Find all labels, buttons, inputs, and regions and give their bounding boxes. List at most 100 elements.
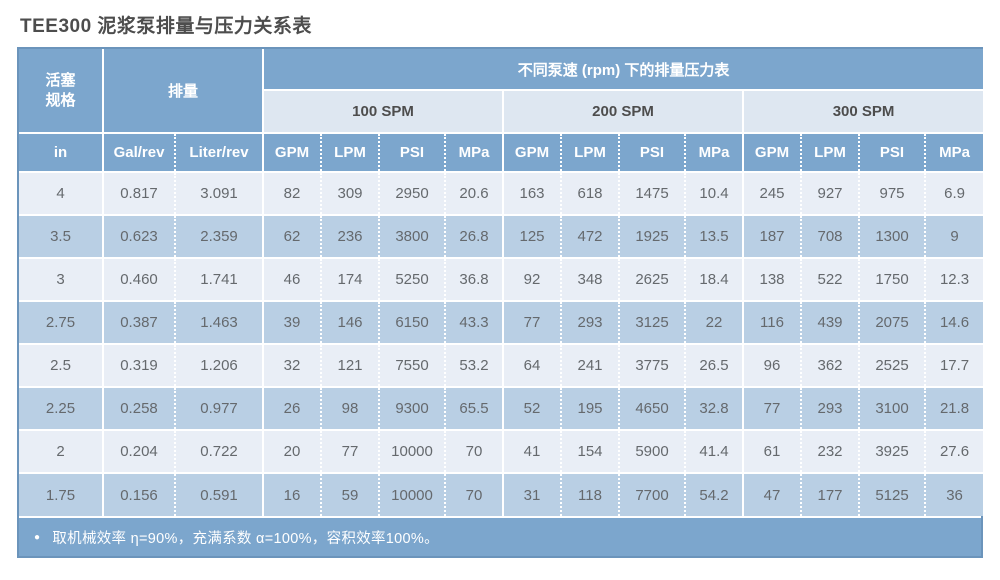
unit-header-gal-rev: Gal/rev [102,132,175,172]
table-cell: 118 [560,472,620,516]
table-cell: 39 [262,300,322,344]
table-cell: 41.4 [684,429,744,473]
col-header-piston-spec: 活塞 规格 [19,49,103,133]
table-cell: 46 [262,257,322,301]
table-cell: 31 [502,472,562,516]
table-cell: 17.7 [924,343,984,387]
col-header-speed-table: 不同泵速 (rpm) 下的排量压力表 [262,49,984,90]
table-row: 1.75 0.156 0.591 16 59 10000 70 31 118 7700 54.2 47… [19,472,984,516]
table-cell: 1.206 [173,343,264,387]
table-cell: 10.4 [684,171,744,215]
col-header-100-spm: 100 SPM [262,89,504,133]
table-cell: 9 [924,214,984,258]
table-cell: 70 [444,472,504,516]
table-cell: 1.463 [173,300,264,344]
table-cell: 7700 [618,472,686,516]
page-title: TEE300 泥浆泵排量与压力关系表 [20,16,312,37]
footnote-text: 取机械效率 η=90%，充满系数 α=100%，容积效率100%。 [52,530,439,547]
col-header-300-spm: 300 SPM [742,89,984,133]
table-cell: 77 [320,429,380,473]
table-cell: 20.6 [444,171,504,215]
table-cell: 0.204 [102,429,175,473]
table-cell: 293 [800,386,860,430]
table-cell: 2525 [858,343,926,387]
col-header-200-spm: 200 SPM [502,89,744,133]
table-cell: 96 [742,343,802,387]
table-cell: 0.156 [102,472,175,516]
table-cell: 9300 [378,386,446,430]
table-cell: 472 [560,214,620,258]
footnote: ● 取机械效率 η=90%，充满系数 α=100%，容积效率100%。 [19,516,981,556]
table-cell: 0.722 [173,429,264,473]
col-header-displacement: 排量 [101,49,264,133]
table-cell: 5900 [618,429,686,473]
table-cell: 3.5 [19,214,103,258]
table-cell: 7550 [378,343,446,387]
table-cell: 154 [560,429,620,473]
table-row: 2.5 0.319 1.206 32 121 7550 53.2 64 241 3775 26.5 9… [19,343,984,387]
table-cell: 138 [742,257,802,301]
table-cell: 5250 [378,257,446,301]
table-cell: 3125 [618,300,686,344]
table-cell: 6150 [378,300,446,344]
table-cell: 65.5 [444,386,504,430]
table-cell: 2625 [618,257,686,301]
bullet-icon: ● [34,531,41,543]
table-cell: 2.75 [19,300,103,344]
table-cell: 77 [502,300,562,344]
table-cell: 10000 [378,472,446,516]
table-cell: 439 [800,300,860,344]
table-cell: 77 [742,386,802,430]
table-cell: 0.977 [173,386,264,430]
table-cell: 13.5 [684,214,744,258]
unit-header-psi: PSI [858,132,926,172]
table-cell: 41 [502,429,562,473]
table-cell: 16 [262,472,322,516]
unit-header-lpm: LPM [320,132,380,172]
table-cell: 43.3 [444,300,504,344]
table-cell: 18.4 [684,257,744,301]
unit-header-liter-rev: Liter/rev [173,132,264,172]
table-cell: 22 [684,300,744,344]
header-row-top: 活塞 规格 排量 不同泵速 (rpm) 下的排量压力表 [19,49,984,133]
table-cell: 4650 [618,386,686,430]
table-cell: 0.591 [173,472,264,516]
unit-header-lpm: LPM [800,132,860,172]
table-cell: 618 [560,171,620,215]
table-cell: 92 [502,257,562,301]
table-cell: 82 [262,171,322,215]
table-cell: 27.6 [924,429,984,473]
table-body: 4 0.817 3.091 82 309 2950 20.6 163 618 1475 10.4 24… [19,171,984,516]
unit-header-in: in [19,132,103,172]
table-cell: 1925 [618,214,686,258]
table-cell: 195 [560,386,620,430]
table-cell: 146 [320,300,380,344]
table-cell: 708 [800,214,860,258]
unit-header-gpm: GPM [262,132,322,172]
table-cell: 348 [560,257,620,301]
table-row: 2.25 0.258 0.977 26 98 9300 65.5 52 195 4650 32.8 7… [19,386,984,430]
table-cell: 62 [262,214,322,258]
table-cell: 125 [502,214,562,258]
table-cell: 1300 [858,214,926,258]
table-cell: 52 [502,386,562,430]
table-cell: 293 [560,300,620,344]
table-cell: 975 [858,171,926,215]
table-cell: 3775 [618,343,686,387]
table-cell: 53.2 [444,343,504,387]
table-cell: 64 [502,343,562,387]
table-cell: 522 [800,257,860,301]
table-cell: 5125 [858,472,926,516]
table-cell: 309 [320,171,380,215]
unit-header-gpm: GPM [742,132,802,172]
table-cell: 116 [742,300,802,344]
table-cell: 2950 [378,171,446,215]
table-cell: 26.8 [444,214,504,258]
table-cell: 47 [742,472,802,516]
table-row: 2 0.204 0.722 20 77 10000 70 41 154 5900 41.4 61 232… [19,429,984,473]
table-cell: 21.8 [924,386,984,430]
table-cell: 3100 [858,386,926,430]
table-cell: 36.8 [444,257,504,301]
table-cell: 3 [19,257,103,301]
table-cell: 70 [444,429,504,473]
